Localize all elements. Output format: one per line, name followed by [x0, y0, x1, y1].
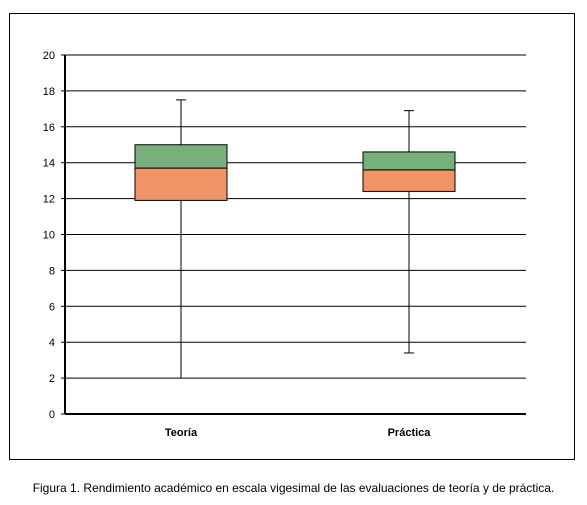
boxes [134, 99, 456, 379]
boxplot-chart: 0 2 4 6 8 10 12 14 16 18 20 Teoría Práctica [43, 50, 526, 439]
y-tick-label-16: 16 [43, 122, 55, 134]
box-1-upper-box [134, 144, 228, 169]
y-tick-label-12: 12 [43, 194, 55, 206]
box-2-lower-box [362, 169, 456, 192]
y-tick-label-6: 6 [49, 301, 55, 313]
chart-frame: 0 2 4 6 8 10 12 14 16 18 20 Teoría Práctica [9, 13, 575, 460]
category-labels: Teoría Práctica [165, 427, 431, 439]
y-tick-label-10: 10 [43, 230, 55, 242]
y-tick-label-20: 20 [43, 50, 55, 62]
box-1 [134, 99, 228, 379]
y-tick-label-18: 18 [43, 86, 55, 98]
figure-caption: Figura 1. Rendimiento académico en escal… [32, 481, 555, 495]
y-tick-label-2: 2 [49, 373, 55, 385]
gridlines [65, 54, 526, 379]
y-tick-label-0: 0 [49, 409, 55, 421]
y-axis: 0 2 4 6 8 10 12 14 16 18 20 [43, 50, 526, 421]
box-1-lower-box [134, 167, 228, 201]
category-label-1: Teoría [165, 427, 198, 439]
category-label-2: Práctica [388, 427, 432, 439]
y-tick-label-14: 14 [43, 158, 55, 170]
box-2 [362, 110, 456, 354]
y-tick-label-8: 8 [49, 265, 55, 277]
box-2-upper-box [362, 151, 456, 171]
y-tick-label-4: 4 [49, 337, 55, 349]
